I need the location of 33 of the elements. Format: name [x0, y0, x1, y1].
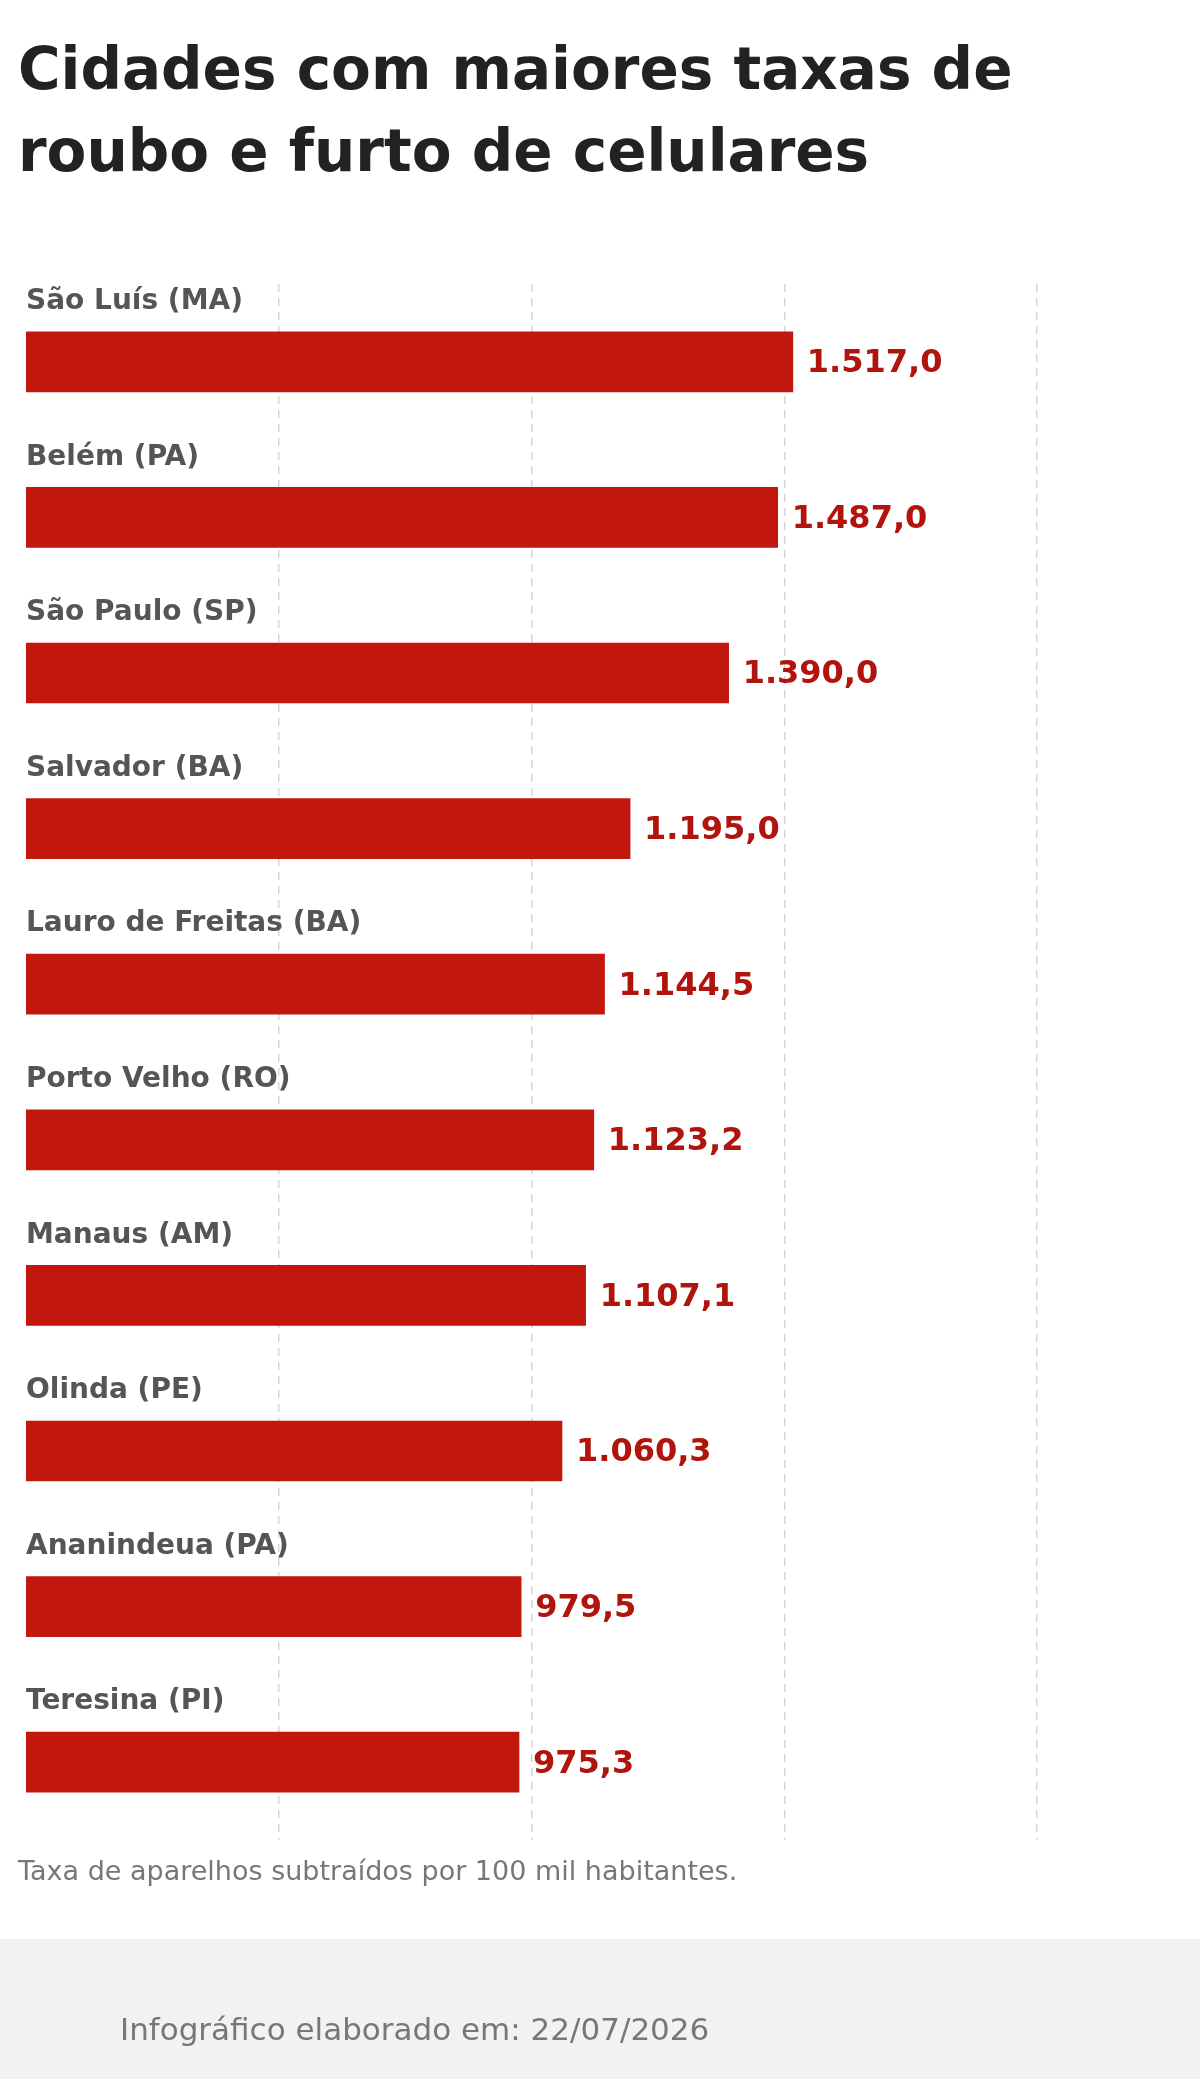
bar — [26, 953, 605, 1015]
data-label: 1.144,5 — [618, 964, 755, 1003]
data-label: 1.107,1 — [599, 1275, 736, 1314]
bar — [26, 1109, 595, 1171]
chart-title: Cidades com maiores taxas de roubo e furto de celulares — [18, 34, 1014, 187]
bar — [26, 798, 631, 859]
data-label: 979,5 — [535, 1586, 637, 1625]
bar — [26, 642, 729, 704]
bar — [26, 1420, 563, 1482]
bar — [26, 1265, 586, 1326]
bar — [26, 331, 794, 393]
y-tick-label: Teresina (PI) — [26, 1683, 225, 1717]
data-label: 1.487,0 — [791, 497, 928, 536]
text: Infográfico elaborado em: 22/07/2026 — [120, 2011, 710, 2047]
y-tick-label: Porto Velho (RO) — [26, 1061, 291, 1095]
bar — [26, 1576, 522, 1637]
y-tick-label: Lauro de Freitas (BA) — [26, 905, 362, 939]
bar — [26, 1731, 520, 1793]
y-tick-label: Ananindeua (PA) — [26, 1527, 289, 1561]
data-label: 1.390,0 — [742, 653, 879, 692]
data-label: 1.517,0 — [806, 342, 943, 381]
data-label: 1.195,0 — [644, 808, 780, 847]
data-label: 1.123,2 — [607, 1120, 744, 1159]
y-tick-label: Salvador (BA) — [26, 749, 244, 783]
y-tick-label: São Paulo (SP) — [26, 594, 258, 628]
y-tick-label: Belém (PA) — [26, 438, 200, 472]
y-tick-label: São Luís (MA) — [26, 283, 243, 317]
y-tick-label: Manaus (AM) — [26, 1216, 234, 1250]
y-tick-label: Olinda (PE) — [26, 1372, 203, 1406]
data-label: 1.060,3 — [575, 1431, 712, 1470]
bar — [26, 487, 779, 548]
text: Taxa de aparelhos subtraídos por 100 mil habitantes. — [18, 1855, 738, 1886]
data-label: 975,3 — [533, 1742, 635, 1781]
